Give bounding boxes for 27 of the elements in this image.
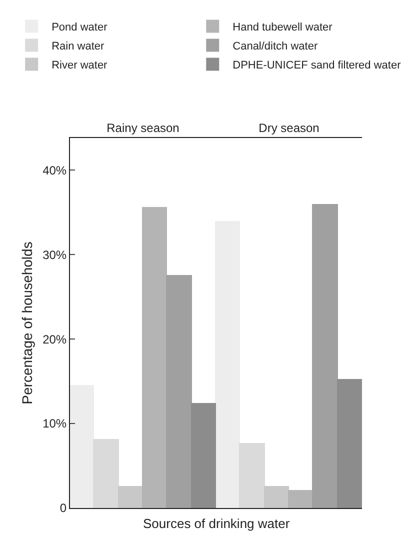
bar <box>239 443 265 508</box>
bar <box>264 486 289 508</box>
bar <box>288 490 313 508</box>
y-tick-label: 30% <box>42 248 67 262</box>
y-tick-label: 10% <box>42 416 67 431</box>
bar <box>191 403 216 508</box>
x-axis-title: Sources of drinking water <box>143 516 290 531</box>
legend-label: Hand tubewell water <box>232 22 333 34</box>
bar <box>70 385 94 508</box>
bar <box>93 439 119 508</box>
y-tick-label: 20% <box>42 332 67 346</box>
bar <box>118 486 143 508</box>
y-tick-label: 0 <box>60 501 67 516</box>
legend-label: Rain water <box>52 40 105 53</box>
bar <box>142 207 167 508</box>
bar <box>312 204 338 508</box>
x-tick-label: Dry season <box>258 121 320 136</box>
legend-label: DPHE-UNICEF sand filtered water <box>232 60 402 72</box>
y-axis-title: Percentage of households <box>19 242 35 404</box>
bar <box>337 379 362 508</box>
legend-label: Canal/ditch water <box>232 40 318 53</box>
bar <box>215 221 240 508</box>
bar <box>166 275 192 508</box>
legend-label: River water <box>52 60 108 72</box>
y-tick-label: 40% <box>42 163 67 178</box>
legend-label: Pond water <box>52 22 108 34</box>
x-tick-label: Rainy season <box>106 121 180 136</box>
